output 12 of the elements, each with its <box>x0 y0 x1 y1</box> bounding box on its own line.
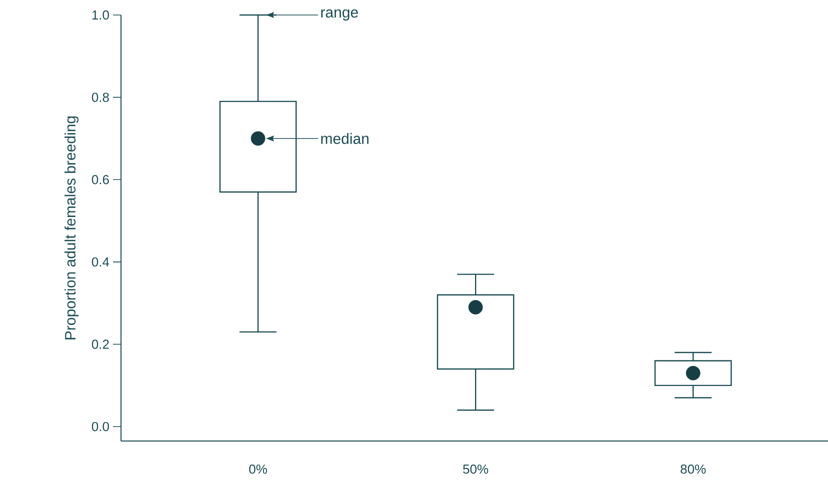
y-tick-label: 1.0 <box>92 10 109 20</box>
y-tick-label: 0.0 <box>92 422 109 432</box>
y-axis-title: Proportion adult females breeding <box>64 116 79 340</box>
y-tick-label: 0.2 <box>92 340 109 349</box>
x-tick-label: 0% <box>249 464 267 474</box>
annotation: median <box>321 132 368 144</box>
x-tick-label: 80% <box>680 464 706 474</box>
y-tick-label: 0.8 <box>92 92 109 102</box>
x-tick-label: 50% <box>463 464 488 474</box>
annotation: range <box>321 9 358 21</box>
y-tick-label: 0.6 <box>92 175 109 184</box>
y-tick-label: 0.4 <box>92 257 110 267</box>
